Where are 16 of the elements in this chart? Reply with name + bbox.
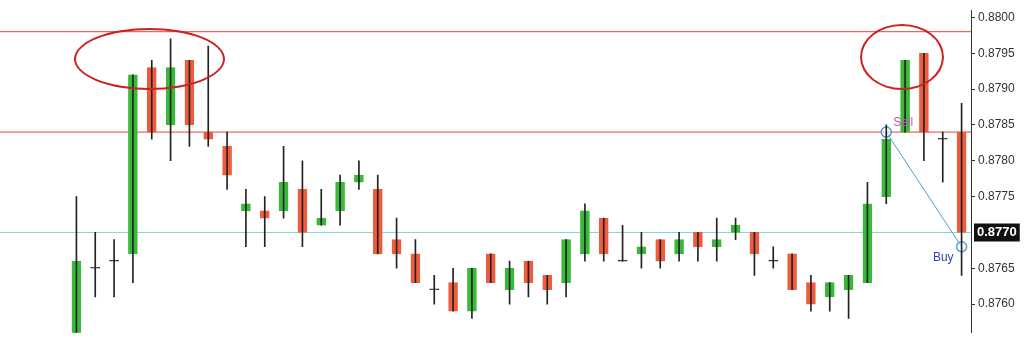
annotation: Sell: [893, 115, 914, 130]
y-tick-label: 0.8775: [978, 188, 1016, 203]
candlestick: [109, 239, 119, 298]
ref-line-label: 0.8770: [977, 224, 1017, 240]
y-tick-label: 0.8760: [978, 296, 1016, 311]
candlestick: [937, 131, 948, 183]
candlestick: [90, 232, 101, 298]
annotation: Buy: [932, 250, 954, 265]
y-tick-label: 0.8800: [978, 9, 1016, 24]
y-tick-label: 0.8765: [978, 260, 1016, 275]
candlestick: [429, 275, 440, 305]
candlestick: [768, 246, 779, 269]
y-tick-label: 0.8785: [978, 117, 1016, 132]
y-tick-label: 0.8795: [978, 45, 1016, 60]
y-tick-label: 0.8790: [978, 81, 1016, 96]
y-tick-label: 0.8780: [978, 153, 1016, 168]
